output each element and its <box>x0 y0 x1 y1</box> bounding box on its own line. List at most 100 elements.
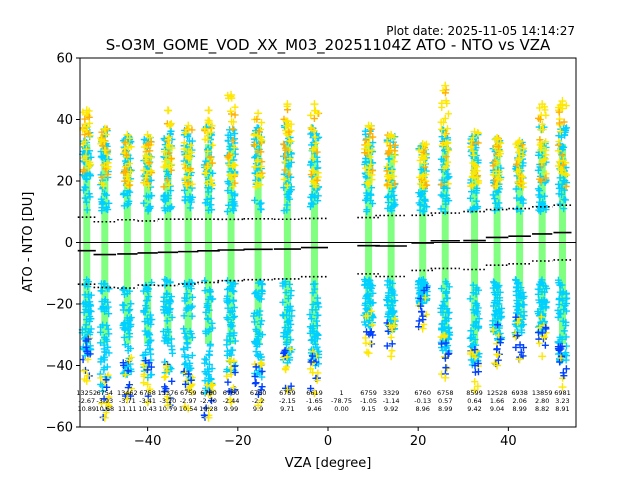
data-point <box>562 182 570 190</box>
data-point <box>515 314 523 322</box>
data-point <box>140 166 148 174</box>
data-point <box>437 191 445 199</box>
data-point <box>254 109 263 118</box>
data-point <box>559 161 567 169</box>
data-point <box>162 364 170 372</box>
data-point <box>437 118 445 126</box>
data-point <box>103 337 111 345</box>
data-point <box>83 198 91 206</box>
data-point <box>390 158 398 166</box>
data-point <box>85 278 93 286</box>
bin-stat-std: 8.82 <box>535 405 549 413</box>
data-point <box>520 308 528 316</box>
data-point <box>367 190 375 198</box>
data-point <box>472 290 480 298</box>
bin-stat-mean: 0.64 <box>467 397 481 405</box>
data-point <box>280 348 288 356</box>
x-axis-ticks: −40 −20 0 20 40 <box>134 427 517 449</box>
data-point <box>441 81 450 90</box>
data-point <box>139 360 147 368</box>
data-point <box>443 139 451 147</box>
bin-stat-count: 6981 <box>554 389 571 397</box>
data-point <box>160 196 168 204</box>
data-point <box>145 141 153 149</box>
std-dotted-lines <box>77 204 572 289</box>
data-point <box>287 186 295 194</box>
data-point <box>143 398 152 407</box>
data-point <box>558 180 566 188</box>
data-point <box>516 148 524 156</box>
data-point <box>492 199 500 207</box>
data-point <box>491 195 499 203</box>
data-point <box>388 326 396 334</box>
data-point <box>309 359 317 367</box>
data-point <box>437 155 445 163</box>
data-point <box>534 285 542 293</box>
data-point <box>559 166 566 174</box>
data-point <box>469 169 477 177</box>
bin-stat-mean: -2.70 <box>200 397 217 405</box>
data-point <box>441 114 449 122</box>
data-point <box>186 165 194 173</box>
data-point <box>182 152 190 160</box>
data-point <box>445 349 453 357</box>
data-point <box>368 184 376 192</box>
data-point <box>561 170 569 178</box>
data-point <box>143 315 151 323</box>
data-point <box>495 143 503 151</box>
data-point <box>307 315 315 323</box>
bin-stat-mean: -2.2 <box>252 397 265 405</box>
data-point <box>438 125 446 133</box>
data-point <box>231 150 239 158</box>
data-point <box>84 123 92 131</box>
data-point <box>81 291 89 299</box>
data-point <box>512 288 520 296</box>
y-tick-label: 20 <box>56 175 73 190</box>
data-point <box>313 376 321 384</box>
bin-stat-mean: 1.66 <box>490 397 504 405</box>
data-point <box>555 184 563 192</box>
data-point <box>227 319 235 327</box>
data-point <box>554 147 562 155</box>
data-point <box>202 356 210 364</box>
data-point <box>160 148 168 156</box>
data-point <box>287 382 295 390</box>
data-point <box>437 285 445 293</box>
data-cluster <box>254 144 262 344</box>
x-tick-label: −40 <box>134 434 161 449</box>
data-point <box>364 291 372 299</box>
data-point <box>251 196 259 204</box>
data-point <box>202 308 210 316</box>
data-point <box>205 295 213 303</box>
data-point <box>555 158 563 166</box>
data-cluster <box>227 144 235 344</box>
data-point <box>285 137 293 145</box>
bin-stat-count: 13462 <box>117 389 138 397</box>
data-point <box>415 323 423 331</box>
data-point <box>473 184 481 192</box>
data-point <box>515 355 524 364</box>
data-point <box>475 177 483 185</box>
data-point <box>310 100 319 109</box>
data-point <box>444 350 452 358</box>
data-point <box>281 158 289 166</box>
data-point <box>205 117 213 125</box>
data-cluster <box>558 144 566 344</box>
data-point <box>558 151 566 159</box>
data-point <box>440 353 448 361</box>
data-point <box>99 182 107 190</box>
data-point <box>437 308 445 316</box>
data-point <box>251 372 259 380</box>
data-point <box>556 281 564 289</box>
data-point <box>438 340 446 348</box>
data-point <box>520 144 528 152</box>
data-point <box>98 173 106 181</box>
data-point <box>556 174 564 182</box>
data-point <box>558 97 567 106</box>
data-point <box>384 164 392 172</box>
data-point <box>384 277 392 285</box>
data-point <box>166 156 174 164</box>
data-point <box>469 281 477 289</box>
bin-stat-count: 8599 <box>466 389 483 397</box>
data-point <box>555 108 563 116</box>
